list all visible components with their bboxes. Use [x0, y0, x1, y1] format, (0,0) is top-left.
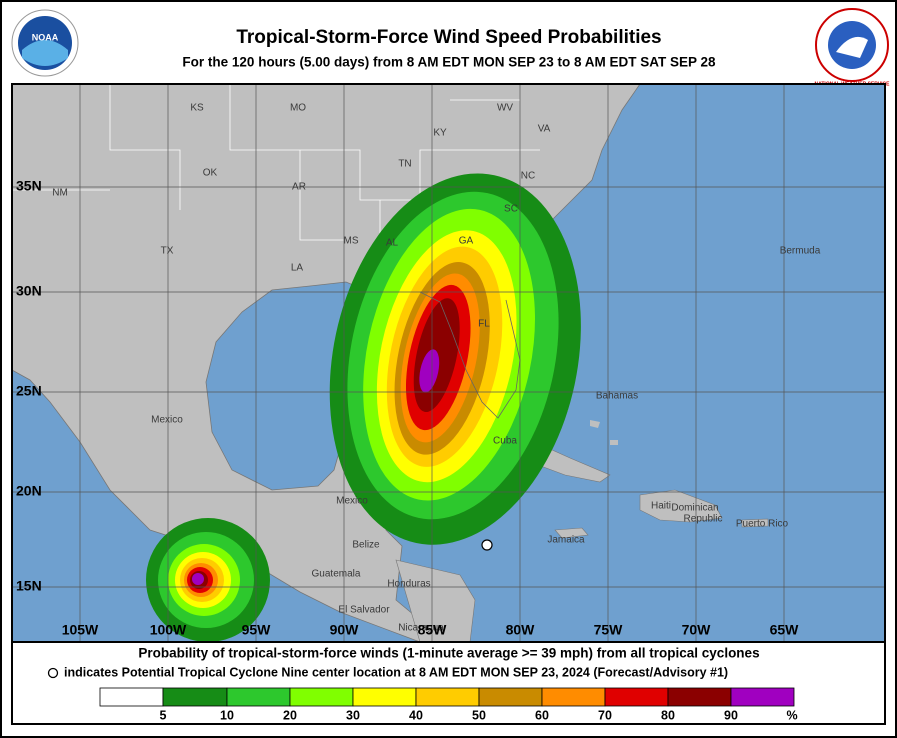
place-label: GA	[459, 236, 474, 247]
place-label: OK	[203, 168, 218, 179]
place-label: Jamaica	[547, 535, 585, 546]
color-bar-labels: 5 10 20 30 40 50 60 70 80 90 %	[160, 708, 798, 722]
legend-label: 10	[220, 708, 234, 722]
footer-frame	[11, 641, 886, 725]
hispaniola	[639, 489, 723, 523]
place-label: MO	[290, 103, 306, 114]
place-label: Mexico	[336, 496, 368, 507]
place-label: SC	[504, 204, 518, 215]
legend-label: 30	[346, 708, 360, 722]
lat-label: 35N	[16, 178, 42, 194]
place-label: LA	[291, 263, 304, 274]
lat-label: 15N	[16, 578, 42, 594]
legend-label: 70	[598, 708, 612, 722]
place-label: Nicaragua	[398, 623, 444, 634]
place-label: El Salvador	[338, 605, 390, 616]
noaa-logo: NOAA	[11, 9, 79, 77]
place-label: Honduras	[387, 579, 430, 590]
lon-label: 90W	[330, 622, 360, 638]
place-label: Republic	[684, 514, 723, 525]
place-label: TX	[161, 246, 174, 257]
place-label: FL	[478, 319, 490, 330]
place-label: TN	[398, 159, 411, 170]
place-label: KY	[433, 128, 447, 139]
lon-label: 85W	[418, 622, 448, 638]
subtitle: For the 120 hours (5.00 days) from 8 AM …	[182, 55, 716, 70]
place-label: Haiti	[651, 501, 671, 512]
nws-logo: NATIONAL WEATHER SERVICE	[815, 8, 890, 87]
storm-center	[481, 539, 493, 551]
place-label: Guatemala	[312, 569, 361, 580]
place-label: NM	[52, 188, 68, 199]
title: Tropical-Storm-Force Wind Speed Probabil…	[236, 27, 661, 48]
legend-label: 20	[283, 708, 297, 722]
lon-label: 80W	[506, 622, 536, 638]
footer-line: Probability of tropical-storm-force wind…	[138, 646, 759, 661]
footer-line: indicates Potential Tropical Cyclone Nin…	[64, 665, 728, 679]
lon-label: 95W	[242, 622, 272, 638]
lon-label: 75W	[594, 622, 624, 638]
lat-label: 25N	[16, 383, 42, 399]
logo-text: NOAA	[32, 32, 59, 42]
place-label: MS	[344, 236, 359, 247]
probability-field-pacific	[146, 518, 270, 642]
place-label: VA	[538, 124, 551, 135]
probability-field	[329, 173, 581, 545]
legend-label: 5	[160, 708, 167, 722]
place-label: AL	[386, 238, 399, 249]
central-america	[395, 559, 476, 642]
place-label: Cuba	[493, 436, 517, 447]
legend-label: 90	[724, 708, 738, 722]
place-label: KS	[190, 103, 204, 114]
lon-label: 105W	[62, 622, 99, 638]
place-label: Bahamas	[596, 391, 638, 402]
place-label: NC	[521, 171, 535, 182]
lon-label: 100W	[150, 622, 187, 638]
center-symbol	[47, 667, 59, 679]
place-label: Mexico	[151, 415, 183, 426]
place-label: Puerto Rico	[736, 519, 789, 530]
place-label: WV	[497, 103, 513, 114]
color-bar	[99, 687, 795, 707]
place-label: Dominican	[671, 503, 718, 514]
map: KS MO WV VA KY OK AR TN NC NM SC TX MS A…	[12, 84, 885, 642]
puerto-rico	[741, 518, 769, 528]
lat-label: 30N	[16, 283, 42, 299]
legend-label: 60	[535, 708, 549, 722]
place-labels: KS MO WV VA KY OK AR TN NC NM SC TX MS A…	[52, 103, 821, 634]
legend-label: 40	[409, 708, 423, 722]
lon-label: 65W	[770, 622, 800, 638]
place-label: AR	[292, 182, 306, 193]
place-label: Bermuda	[780, 246, 821, 257]
lat-label: 20N	[16, 483, 42, 499]
legend-label: 50	[472, 708, 486, 722]
coast-overlay	[419, 291, 521, 419]
legend-unit: %	[786, 708, 797, 722]
place-label: Belize	[352, 540, 380, 551]
lon-label: 70W	[682, 622, 712, 638]
jamaica	[554, 527, 589, 539]
graticule	[12, 84, 885, 642]
legend-label: 80	[661, 708, 675, 722]
